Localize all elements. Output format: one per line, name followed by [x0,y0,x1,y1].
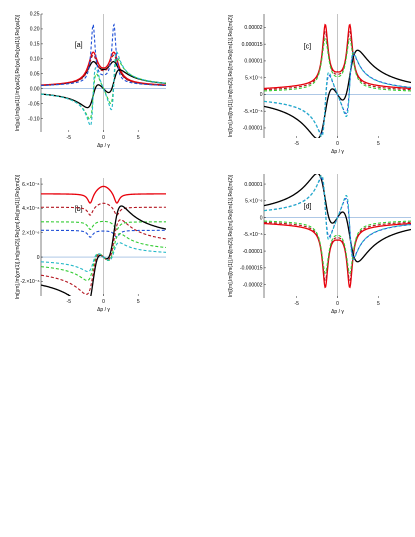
y-axis-label: Im[ξm],Im[ξm(1)],Im[ξm(2)],Re[ξm],Re[ξm(… [228,174,234,297]
y-tick-label: -5.×10⁻⁶ [243,109,262,115]
series-group [41,185,166,296]
x-tick-label: -5 [294,301,299,307]
x-tick-label: 0 [336,301,339,307]
series-line-1 [264,222,411,289]
y-tick-label: 5.×10⁻⁶ [245,199,262,205]
series-group [41,23,166,127]
y-tick-label: -0.000015 [240,266,263,272]
series-group [264,174,411,289]
series-line-6 [264,174,411,261]
panel-label: [a] [75,42,83,49]
x-tick-label: 5 [377,141,380,147]
y-tick-label: 0.20 [30,27,40,33]
series-line-4 [41,229,166,238]
x-axis-label: Δp / γ [97,143,110,149]
series-line-8 [41,242,166,273]
x-tick-label: -5 [294,141,299,147]
y-tick-label: 6.×10⁻⁶ [22,182,39,188]
series-group [264,23,411,138]
y-tick-label: -0.00001 [243,126,263,132]
chart-panel-c: -0.00001 -5.×10⁻⁶ 0 5.×10⁻⁶ 0.00001 0.000015 0… [228,14,411,155]
series-line-7 [41,51,166,127]
panel-label: [b] [75,206,83,213]
y-tick-label: 0.15 [30,42,40,48]
y-tick-label: 0.10 [30,57,40,63]
series-line-2 [41,202,166,216]
series-line-6 [264,51,411,138]
y-tick-label: 0 [37,255,40,261]
y-tick-label: -0.00002 [243,282,263,288]
y-tick-label: 2.×10⁻⁶ [22,230,39,236]
y-tick-label: 0.00 [30,86,40,92]
y-tick-label: -0.10 [28,116,40,122]
x-tick-label: -5 [67,135,72,141]
x-tick-label: 0 [102,299,105,305]
y-tick-label: 0.00001 [244,59,262,65]
panel-label: [d] [304,204,312,211]
x-tick-label: -5 [67,299,72,305]
series-line-4 [41,23,166,86]
y-tick-label: 0 [260,92,263,98]
y-axis-label: Im[χm],Im[χm(1)],Im[χm(2)],Re[χm],Re[χm(… [15,174,21,299]
y-tick-label: -0.00001 [243,249,263,255]
series-line-1 [41,185,166,204]
chart-panel-d: -0.00002 -0.000015 -0.00001 -5.×10⁻⁶ 0 5.×10⁻… [228,174,411,315]
y-tick-label: 0.00002 [244,25,262,31]
x-tick-label: 0 [336,141,339,147]
series-line-1 [264,23,411,90]
x-axis-label: Δp / γ [331,149,344,155]
y-tick-label: 0.25 [30,12,40,18]
x-tick-label: 0 [102,135,105,141]
series-line-6 [41,219,166,295]
y-axis-label: Im[χa],Im[χa(1)],Im[χa(2)],Re[χa],Re[χa(… [15,14,21,131]
y-tick-label: 5.×10⁻⁶ [245,75,262,81]
y-tick-label: -0.05 [28,101,40,107]
chart-panel-a: -0.10 -0.05 0.00 0.05 0.10 0.15 0.20 0.25 -5 0 5 Δp… [15,12,166,149]
y-tick-label: 0.05 [30,71,40,77]
panel-label: [c] [304,44,311,51]
x-axis-label: Δp / γ [331,309,344,315]
y-tick-label: 0.00001 [244,182,262,188]
y-tick-label: -5.×10⁻⁶ [243,232,262,238]
chart-panel-b: -2.×10⁻⁶ 0 2.×10⁻⁶ 4.×10⁻⁶ 6.×10⁻⁶ -5 0 5 Δp / γ… [15,174,166,313]
y-tick-label: 0 [260,215,263,221]
y-axis-label: Im[ξm],Im[ξm(1)],Im[ξm(2)],Re[ξm],Re[ξm(… [228,14,234,137]
y-tick-label: -2.×10⁻⁶ [20,279,39,285]
x-tick-label: 5 [137,299,140,305]
y-tick-label: 4.×10⁻⁶ [22,206,39,212]
x-axis-label: Δp / γ [97,307,110,313]
x-tick-label: 5 [377,301,380,307]
x-tick-label: 5 [137,135,140,141]
y-tick-label: 0.000015 [242,42,263,48]
